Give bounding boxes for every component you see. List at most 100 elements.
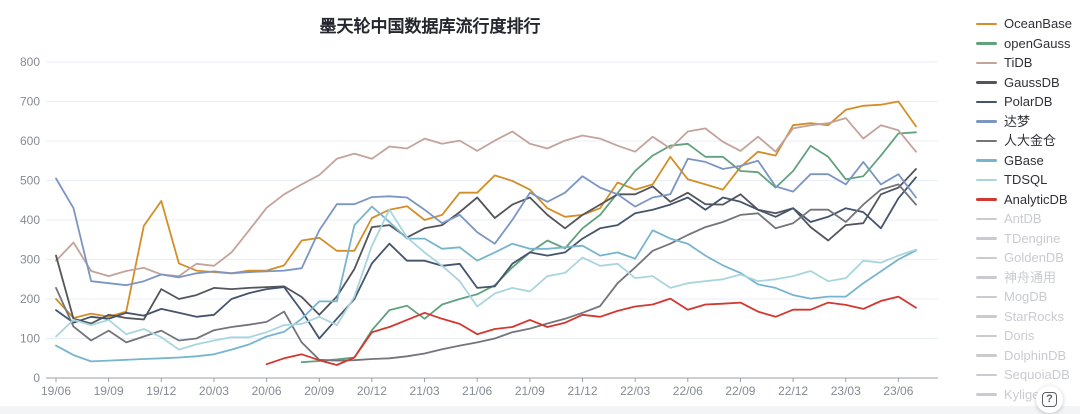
- y-axis-label: 400: [20, 213, 40, 227]
- legend-line-swatch: [976, 42, 997, 45]
- legend-item-openGauss[interactable]: openGauss: [976, 34, 1080, 54]
- legend-line-swatch: [976, 159, 997, 162]
- legend-line-swatch: [976, 217, 997, 220]
- legend-item-TiDB[interactable]: TiDB: [976, 53, 1080, 73]
- legend-item-TDengine[interactable]: TDengine: [976, 229, 1080, 249]
- y-axis-label: 600: [20, 134, 40, 148]
- legend-item-label: 神舟通用: [1004, 269, 1057, 285]
- legend-line-swatch: [976, 373, 997, 376]
- x-axis-label: 23/03: [831, 384, 861, 398]
- x-axis-label: 20/03: [199, 384, 229, 398]
- y-axis-label: 0: [33, 371, 40, 385]
- series-line-GBase: [55, 205, 917, 363]
- legend-item-Kyligence[interactable]: Kyligence: [976, 385, 1080, 405]
- legend-item-Doris[interactable]: Doris: [976, 326, 1080, 346]
- legend-item-AnalyticDB[interactable]: AnalyticDB: [976, 190, 1080, 210]
- chart-title: 墨天轮中国数据库流行度排行: [319, 17, 541, 36]
- legend-item-人大金仓[interactable]: 人大金仓: [976, 131, 1080, 151]
- legend-line-swatch: [976, 295, 997, 298]
- legend-line-swatch: [976, 81, 997, 84]
- legend-line-swatch: [976, 237, 997, 240]
- legend-item-label: TDSQL: [1004, 172, 1048, 188]
- y-axis-label: 100: [20, 332, 40, 346]
- legend-line-swatch: [976, 22, 997, 25]
- legend-item-label: Doris: [1004, 328, 1035, 344]
- x-axis-label: 22/06: [673, 384, 703, 398]
- legend-item-label: openGauss: [1004, 35, 1071, 51]
- legend-line-swatch: [976, 393, 997, 396]
- series-line-TDSQL: [55, 208, 917, 351]
- y-axis-label: 500: [20, 174, 40, 188]
- legend-line-swatch: [976, 354, 997, 357]
- series-line-TiDB: [55, 117, 917, 278]
- series-line-PolarDB: [55, 176, 917, 340]
- x-axis-label: 20/12: [357, 384, 387, 398]
- legend-item-DolphinDB[interactable]: DolphinDB: [976, 346, 1080, 366]
- legend-item-AntDB[interactable]: AntDB: [976, 209, 1080, 229]
- legend-item-GBase[interactable]: GBase: [976, 151, 1080, 171]
- legend-item-label: DolphinDB: [1004, 347, 1067, 363]
- legend-item-label: AnalyticDB: [1004, 191, 1068, 207]
- y-axis-label: 800: [20, 55, 40, 69]
- legend-item-label: SequoiaDB: [1004, 367, 1070, 383]
- legend-line-swatch: [976, 315, 997, 318]
- legend-item-StarRocks[interactable]: StarRocks: [976, 307, 1080, 327]
- y-axis-label: 300: [20, 253, 40, 267]
- x-axis-label: 21/12: [567, 384, 597, 398]
- legend-line-swatch: [976, 276, 997, 279]
- x-axis-label: 22/09: [725, 384, 755, 398]
- x-axis-label: 22/12: [778, 384, 808, 398]
- x-axis-label: 21/06: [462, 384, 492, 398]
- y-axis-label: 200: [20, 292, 40, 306]
- legend-item-label: 人大金仓: [1004, 133, 1057, 149]
- legend-item-label: StarRocks: [1004, 308, 1064, 324]
- help-icon: ?: [1042, 392, 1057, 407]
- legend-item-SequoiaDB[interactable]: SequoiaDB: [976, 365, 1080, 385]
- legend-line-swatch: [976, 198, 997, 201]
- legend-item-label: 达梦: [1004, 113, 1031, 129]
- legend-line-swatch: [976, 61, 997, 64]
- series-line-AnalyticDB: [265, 295, 917, 366]
- legend: OceanBase openGauss TiDB GaussDB PolarDB 达梦人大…: [976, 14, 1080, 404]
- legend-line-swatch: [976, 120, 997, 123]
- legend-item-神舟通用[interactable]: 神舟通用: [976, 268, 1080, 288]
- legend-item-label: GoldenDB: [1004, 250, 1064, 266]
- legend-line-swatch: [976, 100, 997, 103]
- series-line-OceanBase: [55, 100, 917, 319]
- legend-item-label: TDengine: [1004, 230, 1061, 246]
- legend-item-label: OceanBase: [1004, 16, 1072, 32]
- legend-item-TDSQL[interactable]: TDSQL: [976, 170, 1080, 190]
- x-axis-label: 23/06: [883, 384, 913, 398]
- legend-item-PolarDB[interactable]: PolarDB: [976, 92, 1080, 112]
- legend-item-label: MogDB: [1004, 289, 1048, 305]
- legend-item-OceanBase[interactable]: OceanBase: [976, 14, 1080, 34]
- series-line-人大金仓: [55, 183, 917, 362]
- legend-item-MogDB[interactable]: MogDB: [976, 287, 1080, 307]
- series-line-GaussDB: [55, 168, 917, 325]
- legend-line-swatch: [976, 334, 997, 337]
- x-axis-label: 21/09: [515, 384, 545, 398]
- y-axis-label: 700: [20, 95, 40, 109]
- legend-line-swatch: [976, 256, 997, 259]
- legend-item-label: AntDB: [1004, 211, 1042, 227]
- legend-item-label: PolarDB: [1004, 94, 1053, 110]
- page-bottom-strip: [0, 406, 1080, 414]
- legend-item-达梦[interactable]: 达梦: [976, 112, 1080, 132]
- legend-line-swatch: [976, 178, 997, 181]
- legend-item-label: GBase: [1004, 152, 1044, 168]
- x-axis-label: 19/06: [41, 384, 71, 398]
- legend-item-label: TiDB: [1004, 55, 1033, 71]
- legend-line-swatch: [976, 139, 997, 142]
- x-axis-label: 22/03: [620, 384, 650, 398]
- help-button[interactable]: ?: [1036, 386, 1063, 413]
- legend-item-GaussDB[interactable]: GaussDB: [976, 73, 1080, 93]
- x-axis-label: 19/12: [146, 384, 176, 398]
- x-axis-label: 19/09: [94, 384, 124, 398]
- x-axis-label: 20/06: [252, 384, 282, 398]
- x-axis-label: 21/03: [410, 384, 440, 398]
- x-axis-label: 20/09: [304, 384, 334, 398]
- legend-item-GoldenDB[interactable]: GoldenDB: [976, 248, 1080, 268]
- series-line-达梦: [55, 157, 917, 287]
